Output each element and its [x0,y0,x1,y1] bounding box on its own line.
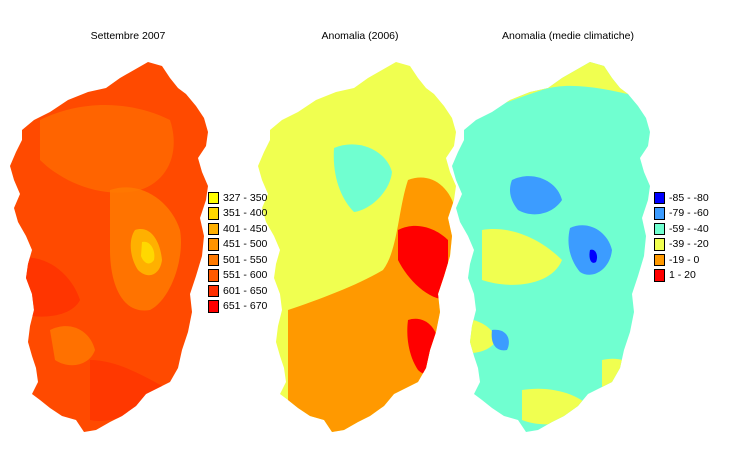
legend-label: -85 - -80 [669,191,709,204]
legend-label: 351 - 400 [223,207,268,220]
legend-swatch [654,253,665,266]
legend-swatch [654,222,665,235]
legend-item: -79 - -60 [654,206,709,222]
map-title-settembre: Settembre 2007 [90,30,166,42]
legend-label: -79 - -60 [669,207,709,220]
map-title-anomalia-2006: Anomalia (2006) [321,30,399,42]
legend-item: -85 - -80 [654,190,709,206]
legend-swatch [654,191,665,204]
legend-label: 601 - 650 [223,284,268,297]
legend-swatch [208,284,219,297]
legend-item: 1 - 20 [654,268,709,284]
legend-label: -39 - -20 [669,238,709,251]
legend-item: 351 - 400 [208,206,267,222]
legend-item: 601 - 650 [208,283,267,299]
legend-anomalia-climatiche: -85 - -80 -79 - -60 -59 - -40 -39 - -20 … [654,190,709,283]
legend-label: 501 - 550 [223,253,268,266]
legend-item: -19 - 0 [654,252,709,268]
legend-swatch [208,269,219,282]
legend-item: 401 - 450 [208,221,267,237]
legend-item: 451 - 500 [208,237,267,253]
legend-swatch [208,222,219,235]
legend-swatch [208,191,219,204]
legend-item: 651 - 670 [208,299,267,315]
legend-swatch [654,238,665,251]
legend-swatch [208,207,219,220]
legend-label: -59 - -40 [669,222,709,235]
legend-swatch [208,300,219,313]
legend-swatch [654,269,665,282]
legend-swatch [208,238,219,251]
legend-label: 651 - 670 [223,300,268,313]
legend-label: 401 - 450 [223,222,268,235]
map-anomalia-climatiche [452,62,650,432]
legend-item: -59 - -40 [654,221,709,237]
legend-item: 501 - 550 [208,252,267,268]
legend-swatch [208,253,219,266]
map-title-anomalia-climatiche: Anomalia (medie climatiche) [502,30,634,42]
map-settembre-2007 [10,62,208,432]
legend-settembre: 327 - 350 351 - 400 401 - 450 451 - 500 … [208,190,267,314]
legend-label: 451 - 500 [223,238,268,251]
legend-label: 1 - 20 [669,269,696,282]
legend-item: 551 - 600 [208,268,267,284]
legend-item: 327 - 350 [208,190,267,206]
map-anomalia-2006 [258,62,456,432]
legend-item: -39 - -20 [654,237,709,253]
legend-swatch [654,207,665,220]
legend-label: -19 - 0 [669,253,700,266]
legend-label: 551 - 600 [223,269,268,282]
legend-label: 327 - 350 [223,191,268,204]
